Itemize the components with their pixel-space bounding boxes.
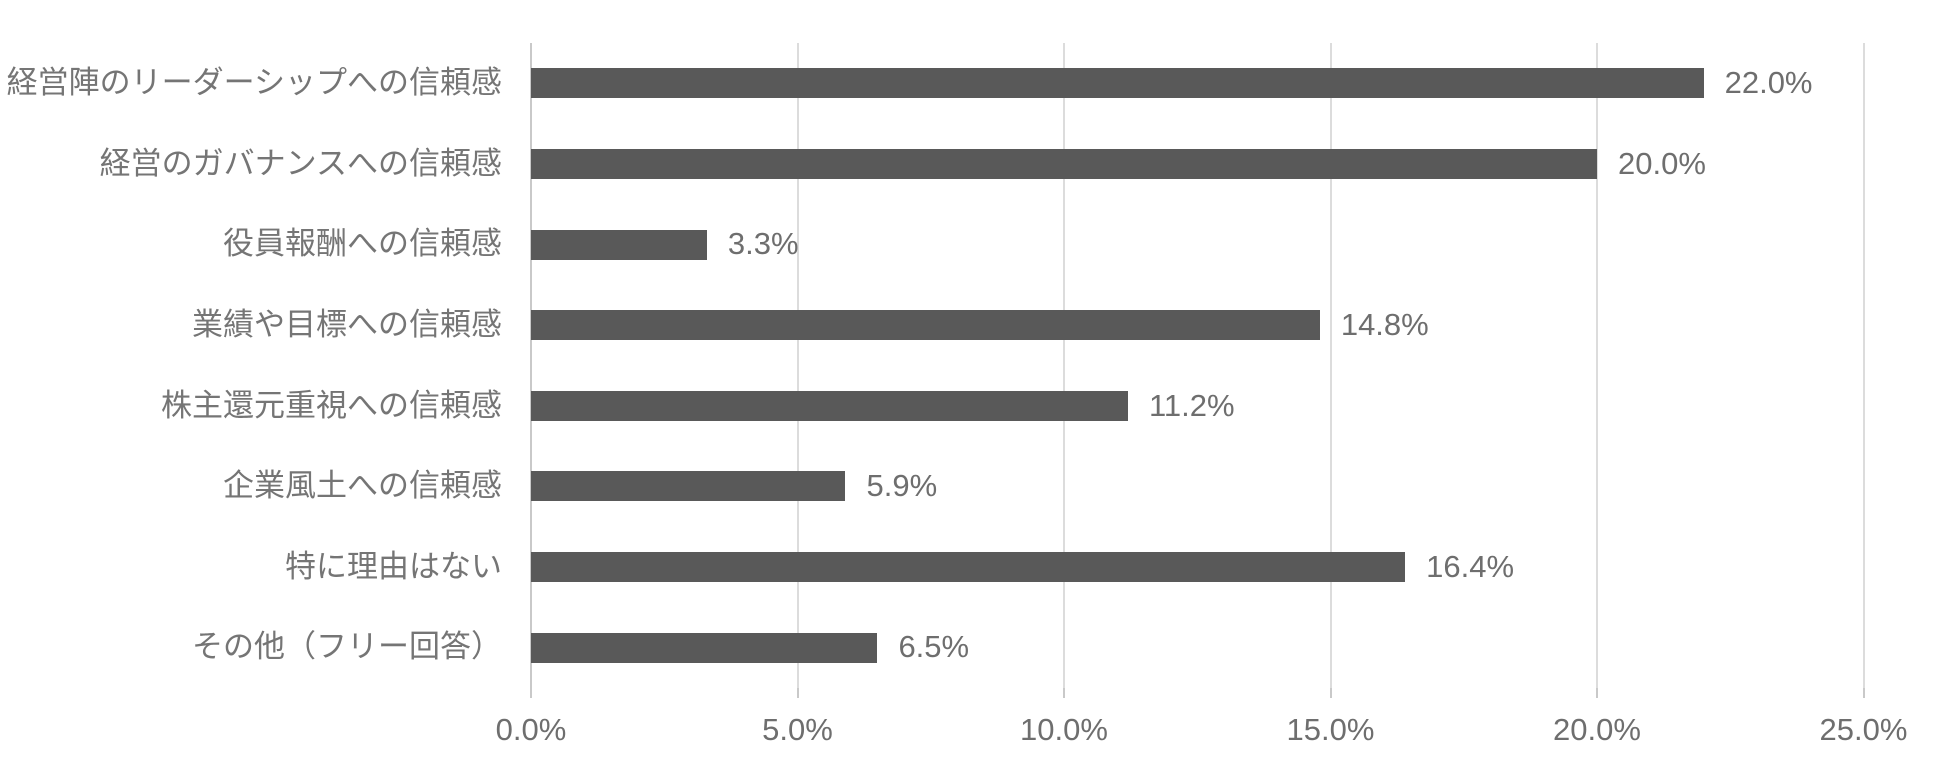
axis-tick [1063,688,1065,698]
bar [531,390,1128,421]
bar [531,310,1320,341]
bar [531,632,878,663]
category-label: 経営陣のリーダーシップへの信頼感 [6,65,502,100]
bar [531,68,1704,99]
x-axis-tick-label: 10.0% [1020,712,1108,747]
value-label: 22.0% [1724,65,1813,100]
bar [531,229,707,260]
gridline [1063,43,1065,688]
bar [531,552,1406,583]
category-label: 役員報酬への信頼感 [223,226,502,262]
axis-tick [796,688,799,698]
value-label: 20.0% [1618,145,1706,181]
value-label: 3.3% [727,226,799,262]
axis-tick [1596,688,1598,698]
gridline [796,43,799,688]
category-label: その他（フリー回答） [192,629,502,665]
gridline [1596,43,1598,688]
value-label: 14.8% [1340,306,1429,342]
value-label: 16.4% [1426,548,1515,584]
x-axis-tick-label: 0.0% [495,712,567,747]
category-label: 株主還元重視への信頼感 [161,387,502,423]
category-label: 特に理由はない [285,548,502,584]
axis-tick [1329,688,1332,698]
x-axis-tick-label: 5.0% [762,712,833,747]
value-label: 11.2% [1148,387,1235,423]
category-label: 経営のガバナンスへの信頼感 [99,145,502,181]
value-label: 6.5% [898,629,970,665]
x-axis-tick-label: 25.0% [1819,712,1908,747]
gridline [1862,43,1865,688]
bar [531,471,846,502]
axis-tick [530,688,532,698]
bar [531,148,1597,179]
axis-tick [1862,688,1865,698]
x-axis-tick-label: 20.0% [1553,712,1641,747]
value-label: 5.9% [866,468,938,504]
x-axis-tick-label: 15.0% [1286,712,1375,747]
category-label: 企業風土への信頼感 [223,468,502,504]
category-axis-line [530,43,532,688]
category-label: 業績や目標への信頼感 [192,306,502,342]
gridline [1329,43,1332,688]
